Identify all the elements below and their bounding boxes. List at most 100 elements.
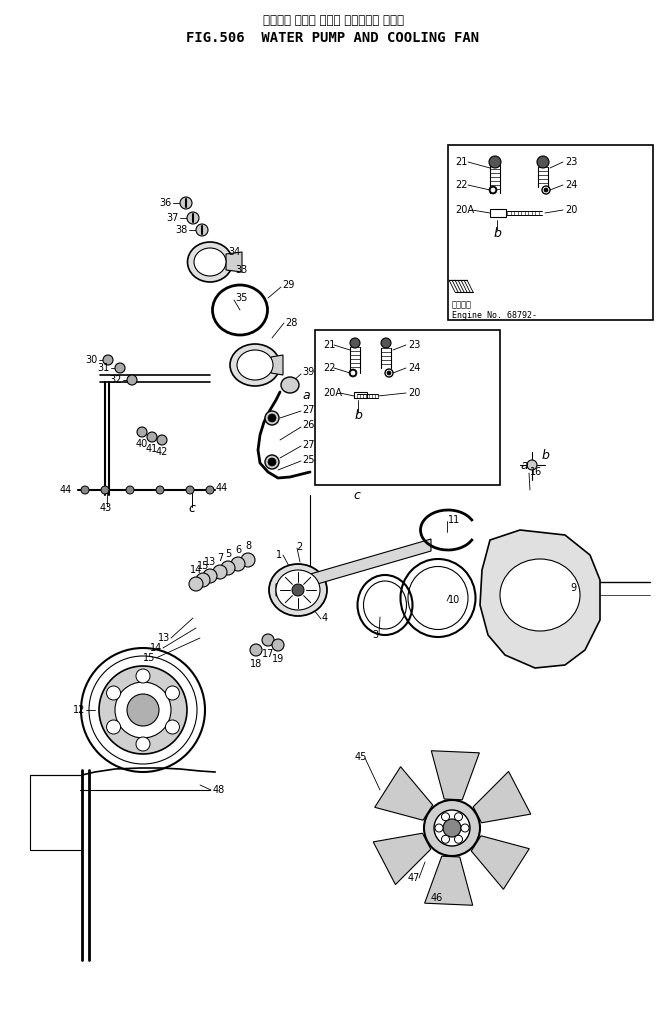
Text: 9: 9: [570, 583, 576, 593]
Circle shape: [442, 836, 450, 844]
Text: 44: 44: [60, 485, 72, 495]
Text: 23: 23: [565, 157, 577, 167]
Ellipse shape: [230, 344, 280, 386]
Text: b: b: [542, 448, 550, 461]
Circle shape: [196, 573, 210, 587]
Text: FIG.506  WATER PUMP AND COOLING FAN: FIG.506 WATER PUMP AND COOLING FAN: [186, 31, 480, 45]
Text: 39: 39: [302, 367, 314, 377]
Circle shape: [381, 338, 391, 348]
Circle shape: [265, 455, 279, 469]
Circle shape: [186, 486, 194, 494]
Circle shape: [165, 686, 179, 700]
Text: ウォータ ポンプ および クーリング ファン: ウォータ ポンプ および クーリング ファン: [262, 13, 404, 26]
Text: 35: 35: [235, 293, 247, 303]
Text: a: a: [520, 458, 528, 472]
Circle shape: [454, 813, 462, 820]
Polygon shape: [474, 772, 531, 822]
Polygon shape: [271, 355, 283, 375]
Polygon shape: [425, 856, 473, 906]
Text: 29: 29: [282, 280, 294, 290]
Text: 20: 20: [408, 388, 420, 399]
Circle shape: [489, 156, 501, 168]
Text: 10: 10: [448, 595, 460, 605]
Bar: [448, 145, 653, 320]
Ellipse shape: [500, 559, 580, 631]
Circle shape: [265, 411, 279, 425]
Text: 1: 1: [276, 550, 282, 560]
Text: 38: 38: [176, 225, 188, 235]
Text: 37: 37: [166, 213, 179, 223]
Text: 40: 40: [136, 439, 148, 449]
Text: 33: 33: [235, 265, 247, 275]
Ellipse shape: [188, 242, 232, 282]
Text: 28: 28: [285, 318, 298, 328]
Text: 5: 5: [225, 549, 231, 559]
Circle shape: [107, 686, 121, 700]
Circle shape: [231, 557, 245, 571]
Circle shape: [136, 669, 150, 683]
Text: 31: 31: [98, 363, 110, 373]
Circle shape: [250, 644, 262, 656]
Circle shape: [272, 639, 284, 651]
Text: 22: 22: [323, 363, 336, 373]
Circle shape: [127, 694, 159, 726]
Text: 13: 13: [158, 633, 170, 643]
Circle shape: [101, 486, 109, 494]
Text: 19: 19: [272, 654, 284, 664]
Text: 18: 18: [250, 659, 262, 669]
Bar: [354, 392, 367, 399]
Circle shape: [241, 553, 255, 567]
Circle shape: [489, 186, 497, 194]
Text: 42: 42: [156, 447, 168, 457]
Circle shape: [443, 819, 461, 837]
Text: 15: 15: [197, 561, 209, 571]
Circle shape: [203, 569, 217, 583]
Text: 14: 14: [190, 565, 202, 575]
Text: 45: 45: [355, 752, 368, 762]
Text: 4: 4: [322, 613, 328, 623]
Text: 36: 36: [160, 198, 172, 208]
Circle shape: [349, 369, 357, 377]
Text: 適用番号: 適用番号: [452, 300, 472, 309]
Circle shape: [147, 432, 157, 442]
Text: c: c: [188, 503, 195, 515]
Circle shape: [157, 435, 167, 445]
Circle shape: [268, 458, 276, 466]
Circle shape: [268, 414, 276, 422]
Polygon shape: [472, 836, 529, 889]
Text: 8: 8: [245, 541, 251, 551]
Text: 25: 25: [302, 455, 314, 465]
Circle shape: [527, 460, 537, 470]
Circle shape: [424, 800, 480, 856]
Circle shape: [221, 561, 235, 575]
Circle shape: [99, 666, 187, 754]
Circle shape: [491, 188, 495, 192]
Text: 20: 20: [565, 205, 577, 215]
Text: 14: 14: [150, 643, 162, 653]
Text: 2: 2: [296, 542, 302, 552]
Circle shape: [196, 224, 208, 236]
Circle shape: [435, 824, 443, 832]
Circle shape: [350, 338, 360, 348]
Text: 22: 22: [455, 180, 468, 190]
Text: c: c: [354, 489, 360, 502]
Polygon shape: [432, 750, 480, 800]
Text: 30: 30: [86, 355, 98, 365]
Circle shape: [180, 197, 192, 209]
Circle shape: [454, 836, 462, 844]
Ellipse shape: [269, 564, 327, 615]
Text: 43: 43: [100, 503, 112, 513]
Circle shape: [292, 584, 304, 596]
Circle shape: [81, 486, 89, 494]
Text: 26: 26: [302, 420, 314, 430]
Circle shape: [115, 682, 171, 738]
Circle shape: [137, 427, 147, 437]
Polygon shape: [373, 834, 431, 884]
Circle shape: [156, 486, 164, 494]
Text: a: a: [302, 388, 310, 402]
Circle shape: [189, 577, 203, 591]
Circle shape: [537, 156, 549, 168]
Text: Engine No. 68792-: Engine No. 68792-: [452, 310, 537, 319]
Text: 17: 17: [262, 649, 274, 659]
Text: 7: 7: [217, 553, 223, 563]
